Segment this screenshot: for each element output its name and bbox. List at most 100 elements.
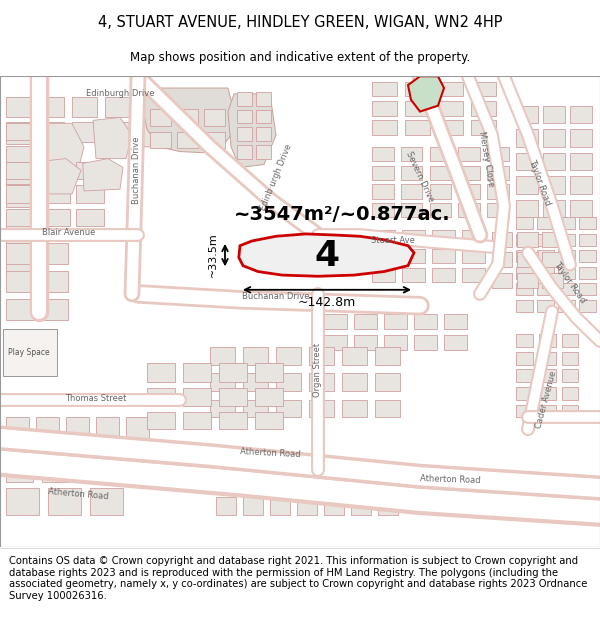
Bar bbox=[210, 373, 235, 391]
Bar bbox=[372, 121, 397, 135]
Bar bbox=[6, 213, 36, 229]
Bar bbox=[237, 110, 252, 123]
Bar bbox=[48, 488, 81, 514]
Bar bbox=[78, 454, 105, 482]
Bar bbox=[516, 217, 533, 229]
Bar bbox=[219, 388, 247, 406]
Bar bbox=[458, 147, 480, 161]
Bar bbox=[256, 127, 271, 141]
Bar bbox=[375, 400, 400, 418]
Bar bbox=[255, 412, 283, 429]
Polygon shape bbox=[228, 94, 276, 168]
Bar bbox=[558, 283, 575, 295]
Bar bbox=[384, 334, 407, 350]
Bar bbox=[243, 472, 263, 490]
Bar bbox=[6, 185, 35, 202]
Bar bbox=[516, 106, 538, 123]
Bar bbox=[41, 299, 68, 321]
Polygon shape bbox=[93, 118, 132, 159]
Bar bbox=[276, 400, 301, 418]
Bar bbox=[558, 300, 575, 311]
Bar bbox=[6, 418, 29, 450]
Bar bbox=[216, 497, 236, 514]
Bar bbox=[90, 488, 123, 514]
Bar bbox=[6, 168, 36, 184]
Bar bbox=[375, 347, 400, 364]
Text: Play Space: Play Space bbox=[8, 348, 50, 358]
Bar bbox=[342, 400, 367, 418]
Text: Atherton Road: Atherton Road bbox=[419, 474, 481, 485]
Bar bbox=[342, 373, 367, 391]
Bar bbox=[516, 176, 538, 194]
Bar bbox=[6, 191, 36, 207]
Polygon shape bbox=[141, 111, 174, 147]
Bar bbox=[401, 203, 422, 217]
Text: Mersey Close: Mersey Close bbox=[476, 130, 496, 187]
Bar bbox=[537, 267, 554, 279]
Bar bbox=[204, 109, 225, 126]
Bar bbox=[516, 352, 533, 364]
Bar bbox=[342, 347, 367, 364]
Bar bbox=[558, 234, 575, 246]
Bar bbox=[430, 184, 451, 199]
Bar bbox=[150, 131, 171, 148]
Text: 4: 4 bbox=[314, 239, 340, 273]
Bar bbox=[6, 454, 33, 482]
Bar bbox=[539, 404, 556, 418]
Bar bbox=[562, 334, 578, 347]
Text: Stuart Ave: Stuart Ave bbox=[371, 236, 415, 246]
Bar bbox=[147, 363, 175, 382]
Bar bbox=[579, 251, 596, 262]
Polygon shape bbox=[183, 109, 216, 138]
Bar bbox=[405, 81, 430, 96]
Bar bbox=[537, 217, 554, 229]
Bar bbox=[183, 363, 211, 382]
Bar bbox=[177, 109, 198, 126]
Bar bbox=[6, 242, 36, 264]
Bar bbox=[430, 203, 451, 217]
Bar bbox=[516, 334, 533, 347]
Bar bbox=[255, 388, 283, 406]
Bar bbox=[309, 373, 334, 391]
Bar bbox=[516, 300, 533, 311]
Bar bbox=[354, 334, 377, 350]
Bar bbox=[438, 81, 463, 96]
Bar bbox=[177, 131, 198, 148]
Bar bbox=[492, 272, 512, 288]
Bar bbox=[458, 184, 480, 199]
Bar bbox=[6, 231, 33, 243]
Text: Buchanan Drive: Buchanan Drive bbox=[132, 137, 142, 204]
Bar bbox=[138, 97, 163, 118]
Bar bbox=[516, 404, 533, 418]
Bar bbox=[6, 169, 33, 185]
Bar bbox=[372, 81, 397, 96]
Text: Edinburgh Drive: Edinburgh Drive bbox=[86, 89, 154, 98]
Bar bbox=[384, 314, 407, 329]
Bar bbox=[216, 472, 236, 490]
Bar bbox=[462, 231, 485, 244]
Bar bbox=[105, 121, 130, 142]
Bar bbox=[402, 249, 425, 263]
Bar bbox=[405, 101, 430, 116]
Bar bbox=[543, 152, 565, 171]
Bar bbox=[96, 418, 119, 450]
Text: Atherton Road: Atherton Road bbox=[239, 447, 301, 459]
Bar bbox=[432, 231, 455, 244]
Bar bbox=[6, 97, 31, 118]
Bar bbox=[6, 121, 31, 142]
Text: ~33.5m: ~33.5m bbox=[208, 232, 218, 278]
Bar bbox=[219, 363, 247, 382]
Bar bbox=[570, 200, 592, 217]
Bar bbox=[579, 267, 596, 279]
Bar bbox=[243, 347, 268, 364]
Bar bbox=[570, 106, 592, 123]
Bar bbox=[105, 97, 130, 118]
Text: Taylor Road: Taylor Road bbox=[527, 158, 553, 206]
Bar bbox=[458, 166, 480, 180]
Bar bbox=[309, 347, 334, 364]
Bar bbox=[471, 121, 496, 135]
Bar bbox=[537, 283, 554, 295]
Bar bbox=[438, 121, 463, 135]
Bar bbox=[462, 268, 485, 282]
Bar bbox=[6, 146, 36, 162]
